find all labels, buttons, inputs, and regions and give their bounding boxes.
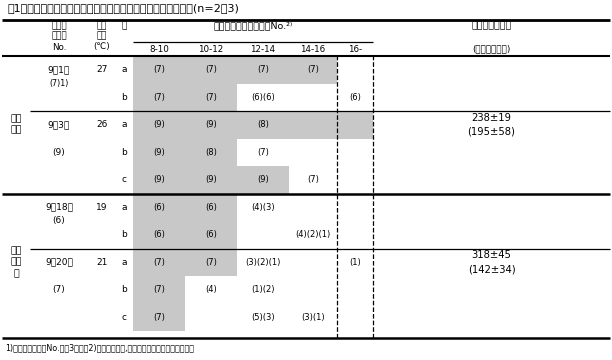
- Text: a: a: [122, 258, 127, 267]
- Bar: [289, 56, 337, 84]
- Text: 318±45
(142±34): 318±45 (142±34): [468, 250, 515, 274]
- Text: a: a: [122, 120, 127, 129]
- Text: c: c: [122, 313, 127, 322]
- Text: 10-12: 10-12: [198, 45, 223, 54]
- Text: (3)(1): (3)(1): [301, 313, 325, 322]
- Text: (8): (8): [205, 148, 217, 157]
- Text: 9月3日: 9月3日: [48, 120, 70, 129]
- Text: (うち当日牧区): (うち当日牧区): [472, 45, 510, 54]
- Bar: [133, 139, 185, 166]
- Text: 16-: 16-: [348, 45, 362, 54]
- Bar: [337, 111, 373, 139]
- Bar: [237, 111, 289, 139]
- Text: (7): (7): [153, 285, 165, 294]
- Text: (3)(2)(1): (3)(2)(1): [245, 258, 281, 267]
- Text: (6): (6): [205, 230, 217, 239]
- Text: 9月1日: 9月1日: [48, 65, 70, 74]
- Bar: [185, 111, 237, 139]
- Text: 調査日
と牧区
No.: 調査日 と牧区 No.: [51, 21, 67, 51]
- Bar: [185, 139, 237, 166]
- Text: (7): (7): [153, 65, 165, 74]
- Text: (6): (6): [53, 216, 65, 225]
- Text: (7): (7): [205, 65, 217, 74]
- Text: (7): (7): [307, 65, 319, 74]
- Text: (7): (7): [257, 65, 269, 74]
- Text: (7): (7): [307, 175, 319, 184]
- Text: (4)(2)(1): (4)(2)(1): [296, 230, 330, 239]
- Bar: [133, 56, 185, 84]
- Text: 水槽
未増
設: 水槽 未増 設: [10, 247, 22, 278]
- Text: 19: 19: [96, 203, 108, 212]
- Text: 238±19
(195±58): 238±19 (195±58): [468, 113, 515, 137]
- Text: 1)当日朝入る牧区No.　図3参照　2)網かけ部分が,当日および隣接牧区滞在時間帯: 1)当日朝入る牧区No. 図3参照 2)網かけ部分が,当日および隣接牧区滞在時間…: [5, 343, 194, 352]
- Text: 水槽
増設: 水槽 増設: [10, 115, 22, 135]
- Bar: [185, 166, 237, 194]
- Text: (7): (7): [153, 93, 165, 102]
- Text: b: b: [122, 93, 127, 102]
- Text: (7): (7): [257, 148, 269, 157]
- Text: (9): (9): [153, 175, 165, 184]
- Text: (6): (6): [153, 230, 165, 239]
- Bar: [185, 221, 237, 248]
- Text: 最高
気温
(℃): 最高 気温 (℃): [94, 21, 110, 51]
- Bar: [133, 221, 185, 248]
- Bar: [185, 84, 237, 111]
- Bar: [289, 111, 337, 139]
- Text: 採食行動（分）: 採食行動（分）: [471, 21, 512, 30]
- Text: b: b: [122, 230, 127, 239]
- Bar: [185, 194, 237, 221]
- Text: (6): (6): [205, 203, 217, 212]
- Bar: [237, 56, 289, 84]
- Text: (9): (9): [257, 175, 269, 184]
- Text: (1): (1): [349, 258, 361, 267]
- Text: (9): (9): [205, 120, 217, 129]
- Text: (7): (7): [205, 93, 217, 102]
- Bar: [185, 56, 237, 84]
- Bar: [133, 303, 185, 331]
- Text: c: c: [122, 175, 127, 184]
- Text: 時間帯による滞在牧区No.²⁾: 時間帯による滞在牧区No.²⁾: [214, 21, 293, 30]
- Text: (9): (9): [153, 120, 165, 129]
- Text: 8-10: 8-10: [149, 45, 169, 54]
- Text: a: a: [122, 203, 127, 212]
- Text: b: b: [122, 285, 127, 294]
- Text: (7): (7): [205, 258, 217, 267]
- Bar: [133, 194, 185, 221]
- Text: (5)(3): (5)(3): [251, 313, 275, 322]
- Text: 21: 21: [96, 258, 108, 267]
- Text: (7): (7): [153, 258, 165, 267]
- Bar: [133, 84, 185, 111]
- Text: 9月20日: 9月20日: [45, 258, 73, 267]
- Text: (6): (6): [349, 93, 361, 102]
- Bar: [133, 248, 185, 276]
- Text: (9): (9): [53, 148, 65, 157]
- Text: (8): (8): [257, 120, 269, 129]
- Text: 表1　水槽増設による牛の滞在牧区の変化と推定採食行動時間(n=2、3): 表1 水槽増設による牛の滞在牧区の変化と推定採食行動時間(n=2、3): [8, 3, 240, 13]
- Text: (1)(2): (1)(2): [252, 285, 275, 294]
- Bar: [133, 111, 185, 139]
- Text: (9): (9): [153, 148, 165, 157]
- Text: (9): (9): [205, 175, 217, 184]
- Text: (6): (6): [153, 203, 165, 212]
- Text: (7): (7): [53, 285, 65, 294]
- Text: 牛: 牛: [122, 21, 127, 30]
- Bar: [237, 166, 289, 194]
- Text: 14-16: 14-16: [300, 45, 326, 54]
- Text: (7): (7): [153, 313, 165, 322]
- Text: a: a: [122, 65, 127, 74]
- Text: b: b: [122, 148, 127, 157]
- Bar: [185, 248, 237, 276]
- Text: 26: 26: [96, 120, 108, 129]
- Text: (4): (4): [205, 285, 217, 294]
- Text: 12-14: 12-14: [250, 45, 275, 54]
- Text: 9月18日: 9月18日: [45, 203, 73, 212]
- Text: (4)(3): (4)(3): [251, 203, 275, 212]
- Bar: [133, 276, 185, 303]
- Text: 27: 27: [96, 65, 108, 74]
- Text: (7)1): (7)1): [50, 79, 69, 88]
- Text: (6)(6): (6)(6): [251, 93, 275, 102]
- Bar: [133, 166, 185, 194]
